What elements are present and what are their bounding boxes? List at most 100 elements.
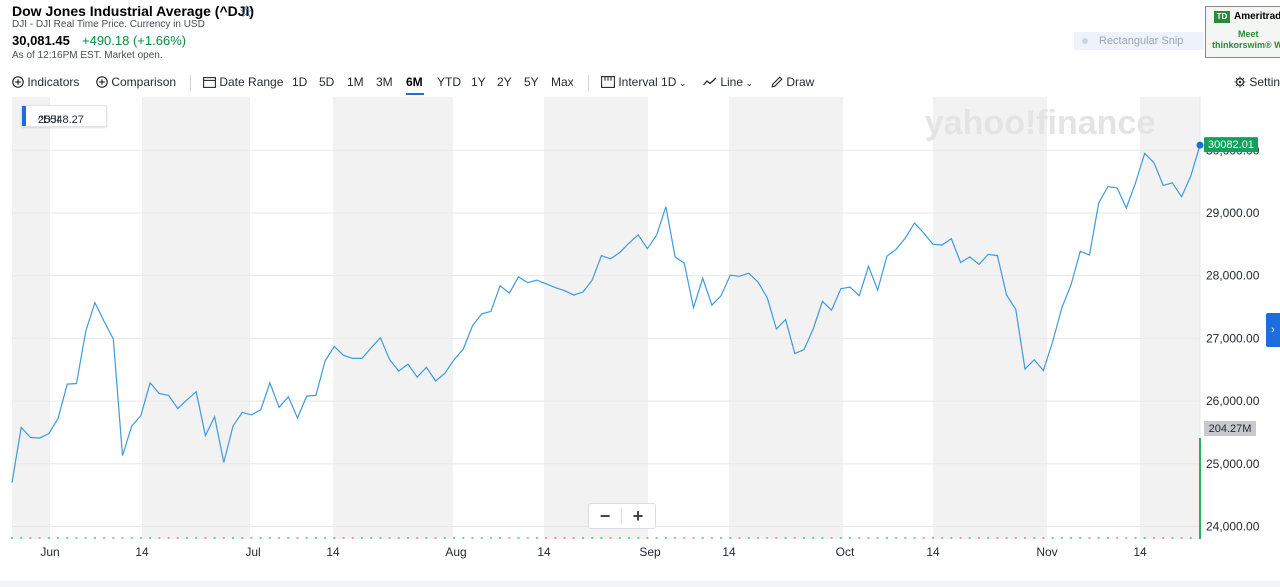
range-1m[interactable]: 1M [347, 75, 364, 89]
volume-bar [803, 537, 805, 539]
volume-bar [11, 537, 13, 539]
ad-line-2: thinkorswim® W [1212, 40, 1280, 50]
range-6m[interactable]: 6M [406, 75, 423, 89]
price-line [11, 144, 1201, 483]
volume-bar [1116, 537, 1119, 539]
volume-bar [839, 537, 842, 539]
volume-bar [609, 537, 612, 539]
volume-bar [1042, 537, 1045, 539]
volume-bar [1143, 537, 1146, 539]
x-tick-label: Oct [836, 545, 855, 559]
volume-bar [1162, 537, 1165, 539]
plus-circle-icon [12, 76, 24, 88]
volume-bar [849, 537, 852, 539]
interval-label: Interval [618, 75, 658, 89]
volume-bar [176, 537, 179, 539]
volume-bar [84, 537, 87, 539]
x-tick-label: Jul [245, 545, 260, 559]
series-tooltip: ^DJI 25548.27 [21, 105, 107, 127]
volume-bar [38, 537, 41, 539]
volume-bar [535, 537, 538, 539]
range-max[interactable]: Max [551, 75, 574, 89]
volume-bar [747, 537, 750, 539]
range-5y[interactable]: 5Y [524, 75, 539, 89]
volume-bar [987, 537, 990, 539]
selected-range-underline [406, 93, 424, 95]
volume-bar [1125, 537, 1128, 539]
volume-bar [977, 537, 980, 539]
volume-bar [563, 537, 566, 539]
volume-bar [287, 537, 290, 539]
snip-label: Rectangular Snip [1099, 35, 1184, 47]
price-change: +490.18 (+1.66%) [82, 33, 187, 48]
volume-bar [250, 537, 253, 539]
chevron-right-icon[interactable]: › [1266, 313, 1280, 347]
volume-bar [572, 537, 575, 539]
settings-label: Settings [1249, 75, 1280, 89]
interval-dropdown[interactable]: Interval 1D ⌄ [601, 75, 686, 89]
volume-bar [453, 537, 456, 539]
x-tick-label: 14 [926, 545, 940, 559]
volume-bar [1088, 537, 1091, 539]
volume-bar [941, 537, 944, 539]
volume-bar [121, 537, 124, 539]
settings-button[interactable]: Settings [1234, 75, 1280, 89]
comparison-button[interactable]: Comparison [96, 75, 176, 89]
volume-bar [1051, 537, 1054, 539]
range-1y[interactable]: 1Y [471, 75, 486, 89]
volume-bar [167, 537, 170, 539]
range-ytd[interactable]: YTD [437, 75, 461, 89]
last-price-dot [1196, 141, 1204, 149]
star-outline-icon[interactable]: ☆ [239, 4, 254, 21]
volume-bar [968, 537, 971, 539]
snip-overlay[interactable]: Rectangular Snip [1074, 32, 1204, 50]
volume-bar [20, 537, 23, 539]
ad-brand: Ameritrade [1234, 11, 1280, 22]
volume-bar [766, 537, 769, 539]
volume-bar [793, 537, 796, 539]
volume-bar [185, 537, 188, 539]
comparison-label: Comparison [111, 75, 177, 89]
volume-bar [397, 537, 400, 539]
volume-bar [784, 537, 787, 539]
volume-bar [996, 537, 999, 539]
date-range-button[interactable]: Date Range [203, 75, 283, 89]
volume-bar [1070, 537, 1073, 539]
line-type-dropdown[interactable]: Line ⌄ [703, 75, 753, 89]
volume-bar [876, 537, 879, 539]
volume-bar [324, 537, 327, 539]
month-band [1140, 97, 1200, 539]
indicators-label: Indicators [27, 75, 80, 89]
zoom-control[interactable]: − + [588, 503, 656, 529]
zoom-out-button[interactable]: − [599, 506, 611, 526]
volume-bar [471, 537, 474, 539]
plus-circle-icon [96, 76, 108, 88]
volume-bar [103, 537, 106, 539]
ad-banner[interactable]: TD Ameritrade Meet thinkorswim® W [1205, 6, 1280, 58]
volume-bar [904, 537, 907, 539]
calendar-icon [203, 77, 216, 88]
volume-bar [296, 537, 299, 539]
zoom-in-button[interactable]: + [632, 506, 644, 526]
volume-bar [701, 537, 704, 539]
tooltip-symbol: ^DJI [38, 114, 60, 126]
range-1d[interactable]: 1D [292, 75, 308, 89]
indicators-button[interactable]: Indicators [12, 75, 79, 89]
volume-bar [655, 537, 658, 539]
range-2y[interactable]: 2Y [497, 75, 512, 89]
draw-button[interactable]: Draw [771, 75, 814, 89]
volume-bar [692, 537, 695, 539]
month-band [933, 97, 1047, 539]
range-5d[interactable]: 5D [319, 75, 335, 89]
volume-bar [821, 537, 824, 539]
chevron-down-icon: ⌄ [743, 78, 754, 88]
volume-bar [360, 537, 363, 539]
zoom-divider [621, 508, 622, 524]
range-3m[interactable]: 3M [376, 75, 393, 89]
gear-icon [1234, 76, 1246, 88]
line-label: Line [720, 75, 744, 89]
x-tick-label: Jun [40, 545, 59, 559]
volume-bar [379, 537, 382, 539]
volume-bar [591, 537, 594, 539]
